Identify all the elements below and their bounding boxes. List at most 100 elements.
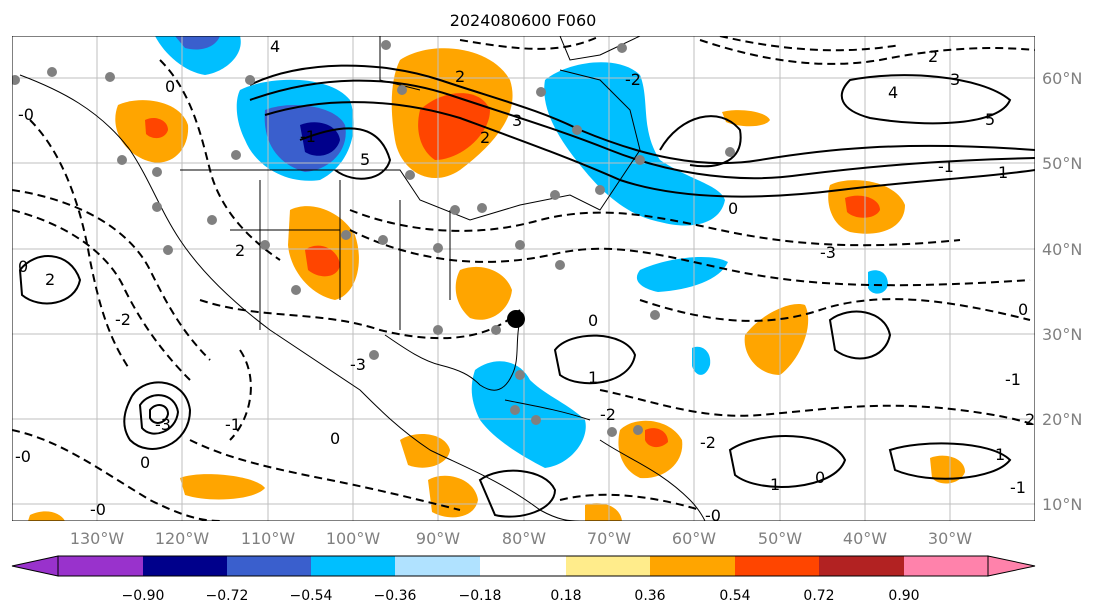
- station-dot: [245, 75, 255, 85]
- station-dot: [536, 87, 546, 97]
- station-dot: [725, 147, 735, 157]
- contour-label: -0: [15, 447, 31, 466]
- colorbar-frame: [57, 555, 989, 577]
- highlight-marker: [507, 310, 525, 328]
- station-dot: [207, 215, 217, 225]
- colorbar-swatch: [904, 556, 988, 576]
- colorbar-swatch: [58, 556, 143, 576]
- contour-label: -1: [225, 415, 241, 434]
- contour-label: -2: [115, 310, 131, 329]
- colorbar-tick: −0.36: [374, 588, 417, 604]
- colorbar-swatch: [650, 556, 735, 576]
- colorbar-swatch: [227, 556, 311, 576]
- contours-dashed: [12, 36, 1035, 521]
- station-dot: [515, 240, 525, 250]
- station-dot: [510, 405, 520, 415]
- station-dot: [491, 325, 501, 335]
- station-dot: [117, 155, 127, 165]
- lon-label: 80°W: [502, 529, 546, 548]
- contour-label: 1: [995, 445, 1005, 464]
- station-dot: [231, 150, 241, 160]
- latitude-labels: 60°N 50°N 40°N 30°N 20°N 10°N: [1042, 69, 1082, 514]
- contour-label: 5: [985, 110, 995, 129]
- colorbar-tick: 0.36: [634, 588, 665, 604]
- station-markers: [12, 40, 735, 437]
- contour-label: 1: [770, 475, 780, 494]
- warm-anomaly-core: [645, 428, 668, 448]
- cool-anomaly-patch: [544, 62, 725, 226]
- warm-anomaly-core: [305, 245, 340, 277]
- contour-label: -0: [705, 506, 721, 525]
- station-dot: [152, 167, 162, 177]
- warm-anomaly-patch: [744, 304, 809, 375]
- colorbar-tick: −0.90: [122, 588, 165, 604]
- station-dot: [450, 205, 460, 215]
- colorbar-tick: 0.18: [550, 588, 581, 604]
- contour-label: 5: [360, 150, 370, 169]
- station-dot: [105, 72, 115, 82]
- lon-label: 130°W: [70, 529, 125, 548]
- contour-label: -1: [300, 127, 316, 146]
- lon-label: 120°W: [155, 529, 210, 548]
- colorbar-swatch: [566, 556, 650, 576]
- cool-anomaly-patch: [692, 346, 711, 375]
- cool-anomaly-patch: [636, 256, 728, 292]
- contour-label: -0: [90, 500, 106, 519]
- station-dot: [555, 260, 565, 270]
- warm-anomaly-patch: [428, 475, 478, 518]
- station-dot: [633, 425, 643, 435]
- station-dot: [369, 350, 379, 360]
- lat-label: 20°N: [1042, 410, 1082, 429]
- colorbar-tick: 0.90: [888, 588, 919, 604]
- warm-anomaly-patch: [455, 266, 512, 320]
- contour-label: 0: [140, 453, 150, 472]
- station-dot: [381, 40, 391, 50]
- contour-label: 1: [588, 368, 598, 387]
- station-dot: [531, 415, 541, 425]
- lat-label: 10°N: [1042, 495, 1082, 514]
- station-dot: [617, 43, 627, 53]
- contour-label: -2: [625, 70, 641, 89]
- station-dot: [12, 75, 20, 85]
- station-dot: [635, 155, 645, 165]
- contour-label: 4: [270, 37, 280, 56]
- map-panel: 4 0 2 3 5 -0 -1 1 3 2 4 5 -2 0 2 -3 0 2 …: [12, 36, 1035, 525]
- colorbar-tick: −0.18: [459, 588, 502, 604]
- colorbar-swatch: [311, 556, 395, 576]
- contour-label: 0: [588, 311, 598, 330]
- contour-label: 0: [728, 199, 738, 218]
- lat-label: 60°N: [1042, 69, 1082, 88]
- warm-anomaly-patch: [585, 503, 622, 521]
- contour-label: 2: [480, 128, 490, 147]
- warm-anomaly-patch: [618, 420, 683, 479]
- contour-label: 2: [1025, 410, 1035, 429]
- colorbar-swatch: [735, 556, 819, 576]
- contour-label: 4: [888, 83, 898, 102]
- colorbar-min-extension: [11, 555, 59, 577]
- contour-label: -3: [155, 415, 171, 434]
- lon-label: 100°W: [326, 529, 381, 548]
- station-dot: [595, 185, 605, 195]
- warm-anomaly-core: [845, 195, 880, 218]
- station-dot: [550, 190, 560, 200]
- contour-labels: 4 0 2 3 5 -0 -1 1 3 2 4 5 -2 0 2 -3 0 2 …: [15, 37, 1035, 525]
- lat-label: 50°N: [1042, 154, 1082, 173]
- lat-label: 30°N: [1042, 325, 1082, 344]
- colorbar-swatch: [395, 556, 480, 576]
- warm-anomaly-core: [145, 118, 168, 139]
- station-dot: [607, 427, 617, 437]
- station-dot: [152, 202, 162, 212]
- contour-label: -3: [820, 243, 836, 262]
- map-title: 2024080600 F060: [450, 11, 597, 30]
- coastlines: [19, 36, 706, 521]
- lon-label: 70°W: [587, 529, 631, 548]
- cool-anomaly-core: [175, 36, 220, 50]
- contour-label: -1: [1005, 370, 1021, 389]
- contour-label: 2: [455, 67, 465, 86]
- station-dot: [163, 245, 173, 255]
- station-dot: [433, 243, 443, 253]
- station-dot: [433, 325, 443, 335]
- station-dot: [47, 67, 57, 77]
- colorbar: −0.90 −0.72 −0.54 −0.36 −0.18 0.18 0.36 …: [11, 555, 1036, 604]
- contour-label: 2: [928, 47, 938, 66]
